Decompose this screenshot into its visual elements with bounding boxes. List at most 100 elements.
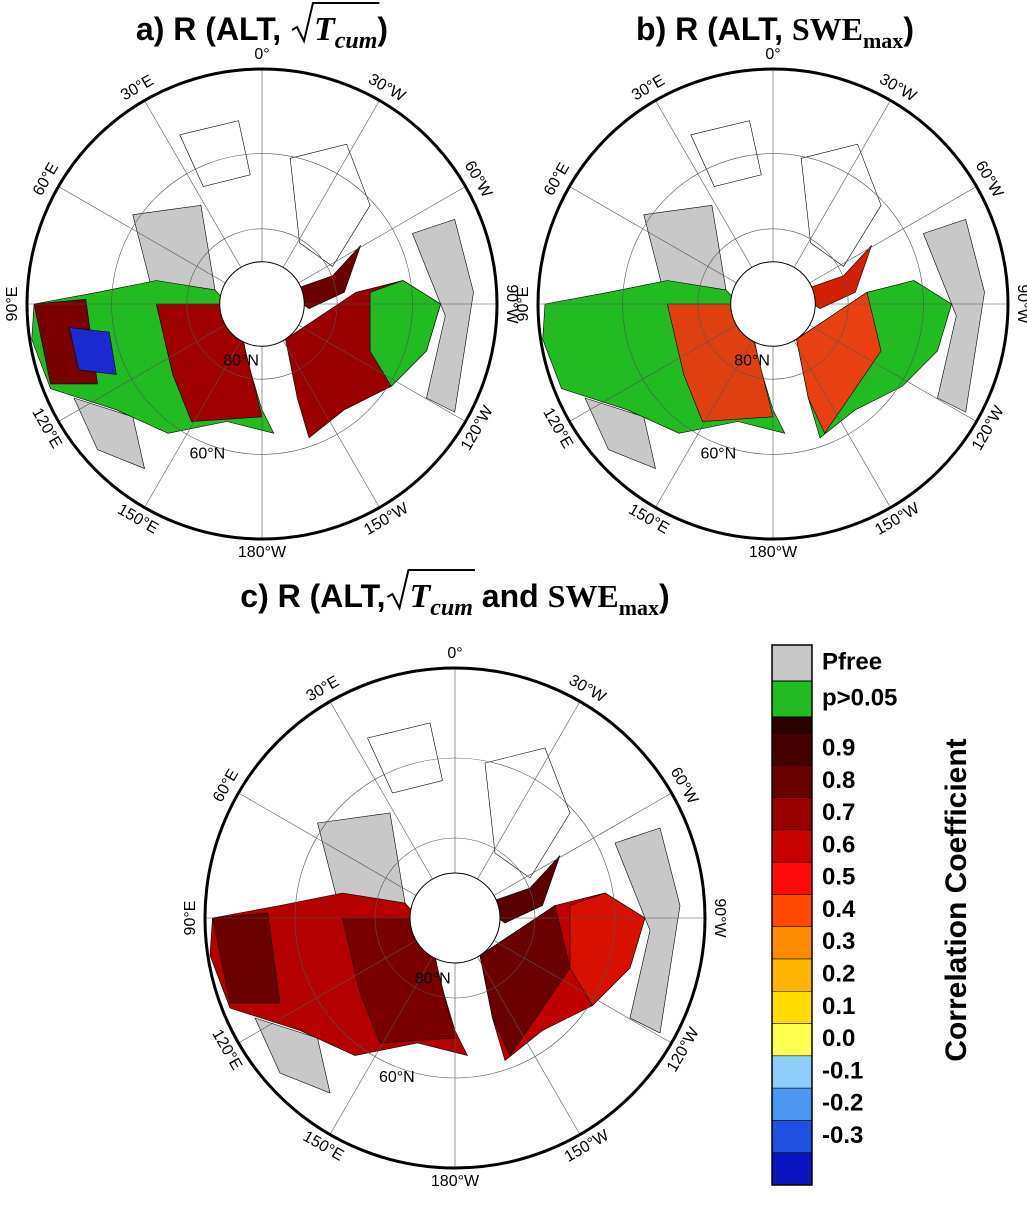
meridian-label: 90°W [1014,284,1027,324]
colorbar-tick-label: 0.5 [822,864,855,891]
meridian-label: 180°W [238,544,287,561]
colorbar-tick-label: -0.1 [822,1057,863,1084]
colorbar-tick-label: 0.6 [822,831,855,858]
colorbar-box [771,829,813,863]
map-border [536,67,1010,541]
meridian-line [809,186,977,284]
parallel-label: 80°N [734,353,770,370]
meridian-line [655,340,753,508]
colorbar-tick-label: 0.1 [822,993,855,1020]
title-part: c) R (ALT, [240,578,385,614]
meridian-line [58,324,226,422]
meridian-label: 90°E [4,287,21,322]
legend-swatch [771,680,813,718]
meridian-label: 180°W [749,544,798,561]
parallel-label: 60°N [189,445,225,462]
colorbar-box [771,861,813,895]
meridian-line [329,701,433,880]
colorbar-box [771,1152,813,1186]
meridian-line [793,340,891,508]
land-region [479,905,571,1057]
radical-sign [291,2,380,44]
colorbar-box [771,926,813,960]
meridian-label: 90°E [182,901,199,936]
meridian-line [569,324,737,422]
meridian-label: 90°E [515,287,532,322]
colorbar-tick-label: 0.8 [822,767,855,794]
legend-label: p>0.05 [822,684,897,711]
meridian-line [493,792,672,896]
radical-sign [386,569,475,611]
colorbar-tick-label: 0.2 [822,960,855,987]
title-part: cum [335,28,378,54]
meridian-line [298,186,466,284]
pole-hole [730,261,816,347]
land-region [800,143,882,267]
meridian-line [493,940,672,1044]
meridian-label: 90°W [711,898,728,938]
land-region [289,143,371,267]
land-region [412,219,474,413]
land-region [369,280,441,387]
colorbar-tick-label: 0.0 [822,1025,855,1052]
parallel-label: 60°N [700,445,736,462]
land-region [484,747,571,879]
land-region [614,827,681,1034]
colorbar-box [771,958,813,992]
meridian-line [793,100,891,268]
colorbar-box [771,991,813,1024]
colorbar-box [771,765,813,798]
colorbar-box [771,1120,813,1153]
pole-hole [219,261,305,347]
land-region [923,219,985,413]
title-part: T [314,11,336,48]
title-part: ) [659,578,670,614]
colorbar-box [771,797,813,831]
title-part: max [863,28,903,53]
meridian-line [282,340,380,508]
meridian-label: 0° [447,645,462,662]
meridian-line [238,792,417,896]
colorbar-box [771,894,813,927]
map-border [203,666,707,1170]
meridian-line [477,956,581,1135]
legend-swatch [771,644,813,682]
colorbar-box [771,1023,813,1057]
meridian-line [329,956,433,1135]
land-region [569,892,646,1006]
parallel-label: 80°N [415,970,451,987]
meridian-line [655,100,753,268]
title-part: SWE [792,11,863,47]
legend-title: Correlation Coefficient [940,738,973,1061]
meridian-label: 90°W [503,284,520,324]
title-part: ) [903,11,914,47]
land-region [254,1017,331,1094]
title-part: b) R (ALT, [636,11,792,47]
colorbar-tick-label: -0.3 [822,1122,863,1149]
colorbar-box [771,732,813,766]
land-region [284,245,361,310]
colorbar-frame [771,644,813,1186]
colorbar-tick-label: 0.3 [822,928,855,955]
parallel-label: 60°N [379,1069,415,1086]
title-part: cum [430,595,473,621]
meridian-line [238,940,417,1044]
pole-hole [409,872,501,964]
meridian-line [809,324,977,422]
title-part: T [409,578,431,615]
meridian-line [298,324,466,422]
meridian-label: 0° [765,46,780,63]
meridian-line [58,186,226,284]
meridian-line [282,100,380,268]
title-part: a) R (ALT, [136,11,290,47]
colorbar-tick-label: 0.4 [822,896,856,923]
colorbar-tick-label: 0.7 [822,799,855,826]
colorbar-box [771,1055,813,1089]
meridian-line [144,340,242,508]
land-region [212,912,281,1004]
parallel-label: 80°N [223,353,259,370]
land-region [73,397,145,469]
land-region [584,397,656,469]
title-part: SWE [548,578,619,614]
